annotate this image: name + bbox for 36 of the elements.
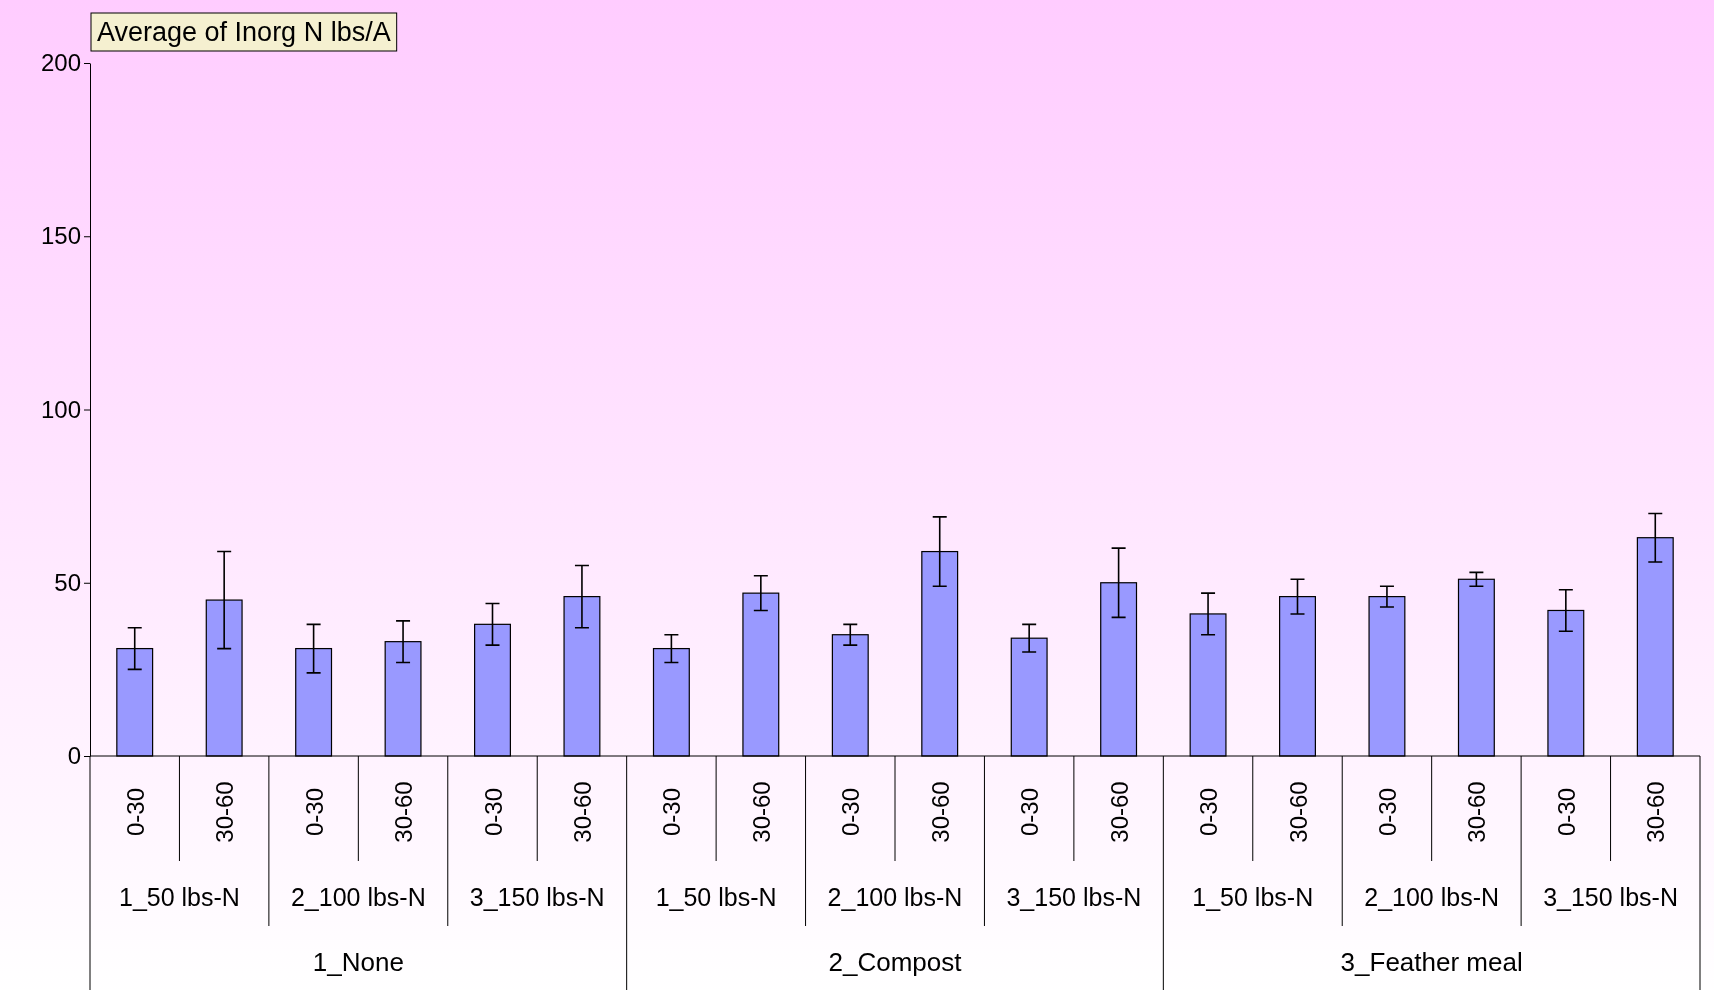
text: 2_Compost [828,947,963,977]
y-tick-label: 0 [67,742,81,770]
x-tick-label: 0-30 [1195,787,1223,837]
text: 1_50 lbs-N [118,883,240,911]
x-tick-label: 30-60 [926,781,954,843]
y-tick-label: 100 [40,395,81,423]
x-tick-label: 0-30 [658,787,686,837]
x-tick-label: 30-60 [1284,781,1312,843]
text: 3_150 lbs-N [1543,883,1678,911]
text: 1_50 lbs-N [1192,883,1314,911]
text: 1_None [312,947,404,977]
text: 1_50 lbs-N [655,883,777,911]
x-tick-label: 0-30 [1016,787,1044,837]
text: 3_150 lbs-N [1006,883,1142,911]
x-tick-label: 0-30 [837,787,865,837]
x-tick-label: 30-60 [390,781,418,843]
text: 3_150 lbs-N [469,883,605,911]
y-tick-label: 150 [40,222,81,250]
x-tick-label: 30-60 [1105,781,1133,843]
x-tick-label: 0-30 [1373,787,1401,837]
x-tick-label: 0-30 [121,787,149,837]
x-tick-label: 30-60 [211,781,239,843]
text: 2_100 lbs-N [290,883,426,911]
text: 2_100 lbs-N [827,883,963,911]
x-tick-label: 0-30 [1552,787,1580,837]
chart-title: Average of Inorg N lbs/A [97,17,391,47]
text: 3_Feather meal [1340,947,1523,977]
x-tick-label: 0-30 [300,787,328,837]
y-tick-label: 50 [54,568,81,596]
text: 2_100 lbs-N [1364,883,1500,911]
x-tick-label: 30-60 [568,781,596,843]
y-tick-label: 200 [40,49,81,77]
x-tick-label: 0-30 [479,787,507,837]
x-tick-label: 30-60 [1463,781,1491,843]
x-tick-label: 30-60 [1642,781,1670,843]
x-tick-label: 30-60 [747,781,775,843]
